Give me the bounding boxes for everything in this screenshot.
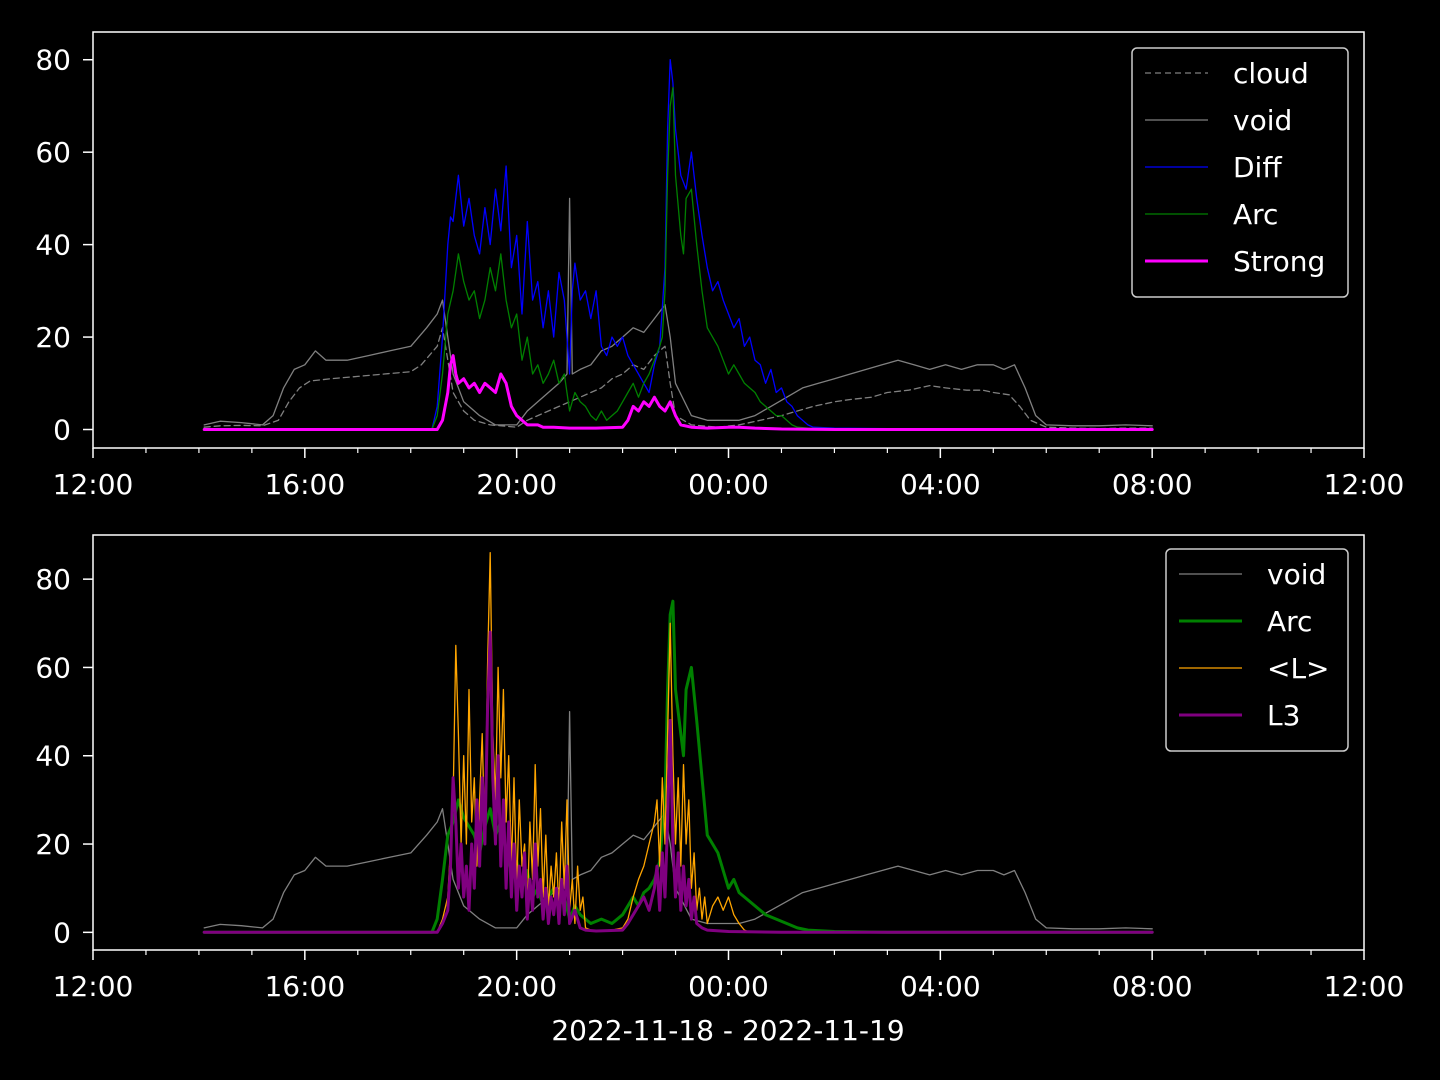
y-tick-label: 60 [35,651,71,684]
top-x-axis: 12:00 16:00 20:00 00:00 04:00 08:00 12:00 [53,448,1405,501]
bottom-series-layer [202,552,1154,934]
top-series-layer [202,59,1154,431]
x-tick-label: 12:00 [1324,970,1405,1003]
legend-label-strong: Strong [1233,245,1325,278]
legend-label-cloud: cloud [1233,57,1309,90]
x-tick-label: 04:00 [900,468,981,501]
x-tick-label: 20:00 [476,468,557,501]
top-panel: 12:00 16:00 20:00 00:00 04:00 08:00 12:00 0 20 4… [35,31,1405,501]
bottom-series-void [203,710,1153,930]
x-tick-label: 12:00 [1324,468,1405,501]
legend-label-diff: Diff [1233,151,1282,184]
legend-label-void: void [1267,558,1326,591]
y-tick-label: 40 [35,229,71,262]
y-tick-label: 40 [35,740,71,773]
x-tick-label: 04:00 [900,970,981,1003]
top-y-axis: 0 20 40 60 80 [35,44,93,447]
legend-label-l: <L> [1267,652,1330,685]
legend-label-l3: L3 [1267,699,1300,732]
y-tick-label: 80 [35,563,71,596]
legend-box [1131,47,1349,298]
legend-label-arc: Arc [1267,605,1312,638]
x-tick-label: 16:00 [264,468,345,501]
y-tick-label: 0 [53,414,71,447]
y-tick-label: 20 [35,828,71,861]
x-tick-label: 08:00 [1112,970,1193,1003]
y-tick-label: 60 [35,136,71,169]
top-series-strong [202,354,1154,431]
x-tick-label: 08:00 [1112,468,1193,501]
bottom-y-axis: 0 20 40 60 80 [35,563,93,949]
bottom-series-l3 [202,630,1154,934]
x-tick-label: 16:00 [264,970,345,1003]
top-series-cloud [203,327,1153,430]
x-tick-label: 00:00 [688,468,769,501]
top-series-void [203,197,1153,427]
top-series-diff [203,59,1153,431]
y-tick-label: 0 [53,916,71,949]
bottom-x-axis: 12:00 16:00 20:00 00:00 04:00 08:00 12:00 [53,950,1405,1003]
x-tick-label: 12:00 [53,468,134,501]
y-tick-label: 80 [35,44,71,77]
x-tick-label: 00:00 [688,970,769,1003]
x-tick-label: 20:00 [476,970,557,1003]
legend-label-void: void [1233,104,1292,137]
bottom-legend: void Arc <L> L3 [1165,548,1349,752]
bottom-panel: 12:00 16:00 20:00 00:00 04:00 08:00 12:00 0 20 4… [35,534,1405,1003]
bottom-series-arc [202,599,1154,934]
top-legend: cloud void Diff Arc Strong [1131,47,1349,298]
x-axis-label: 2022-11-18 - 2022-11-19 [551,1014,904,1047]
top-series-arc [203,86,1153,431]
x-tick-label: 12:00 [53,970,134,1003]
y-tick-label: 20 [35,321,71,354]
legend-label-arc: Arc [1233,198,1278,231]
legend-box [1165,548,1349,752]
